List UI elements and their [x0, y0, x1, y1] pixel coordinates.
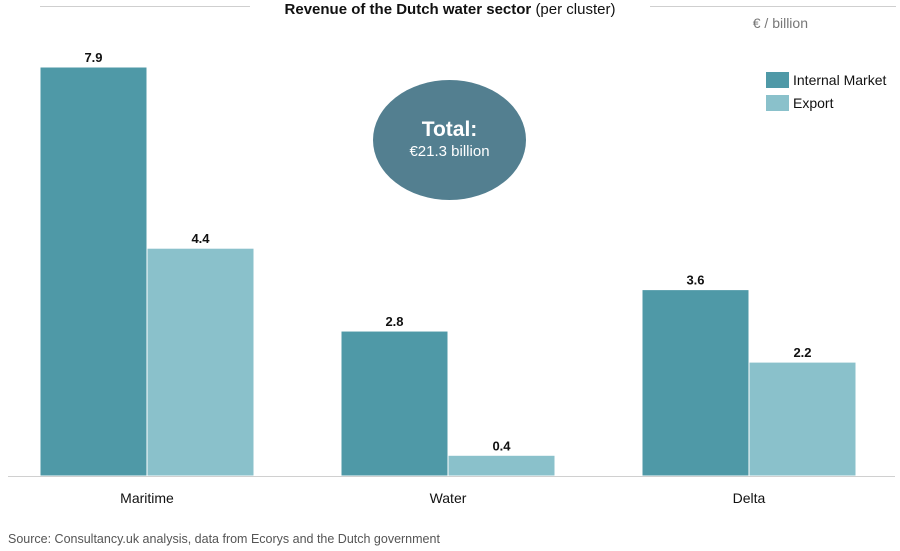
data-label-delta-export: 2.2 — [793, 345, 811, 360]
bar-water-export — [447, 454, 556, 477]
chart-title: Revenue of the Dutch water sector (per c… — [0, 0, 900, 24]
legend-label-export: Export — [793, 94, 834, 111]
legend-swatch-internal — [766, 71, 789, 88]
x-tick-label-water: Water — [430, 490, 467, 506]
data-label-maritime-export: 4.4 — [191, 231, 210, 246]
chart-title-main: Revenue of the Dutch water sector — [284, 0, 532, 18]
unit-label: € / billion — [752, 15, 808, 31]
bar-maritime-internal — [39, 66, 148, 477]
data-label-water-export: 0.4 — [492, 438, 511, 453]
bar-delta-internal — [641, 289, 750, 477]
total-bubble: Total: €21.3 billion — [373, 80, 526, 200]
data-label-delta-internal: 3.6 — [686, 273, 704, 288]
chart-title-text: Revenue of the Dutch water sector (per c… — [276, 0, 624, 18]
bar-delta-export — [748, 361, 857, 477]
title-rule-right — [650, 6, 896, 7]
data-label-maritime-internal: 7.9 — [84, 50, 102, 65]
chart-title-sub: (per cluster) — [535, 0, 616, 18]
bar-maritime-export — [146, 247, 255, 477]
x-tick-label-delta: Delta — [733, 490, 766, 506]
total-title: Total: — [421, 118, 478, 141]
total-value: €21.3 billion — [409, 143, 490, 160]
legend-item-internal: Internal Market — [766, 68, 886, 91]
source-note: Source: Consultancy.uk analysis, data fr… — [8, 532, 440, 546]
legend: Internal Market Export — [766, 68, 886, 114]
legend-swatch-export — [766, 94, 789, 111]
legend-item-export: Export — [766, 91, 886, 114]
title-rule-left — [40, 6, 250, 7]
legend-label-internal: Internal Market — [793, 71, 887, 88]
data-label-water-internal: 2.8 — [385, 314, 403, 329]
bar-water-internal — [340, 330, 449, 477]
x-tick-label-maritime: Maritime — [120, 490, 174, 506]
